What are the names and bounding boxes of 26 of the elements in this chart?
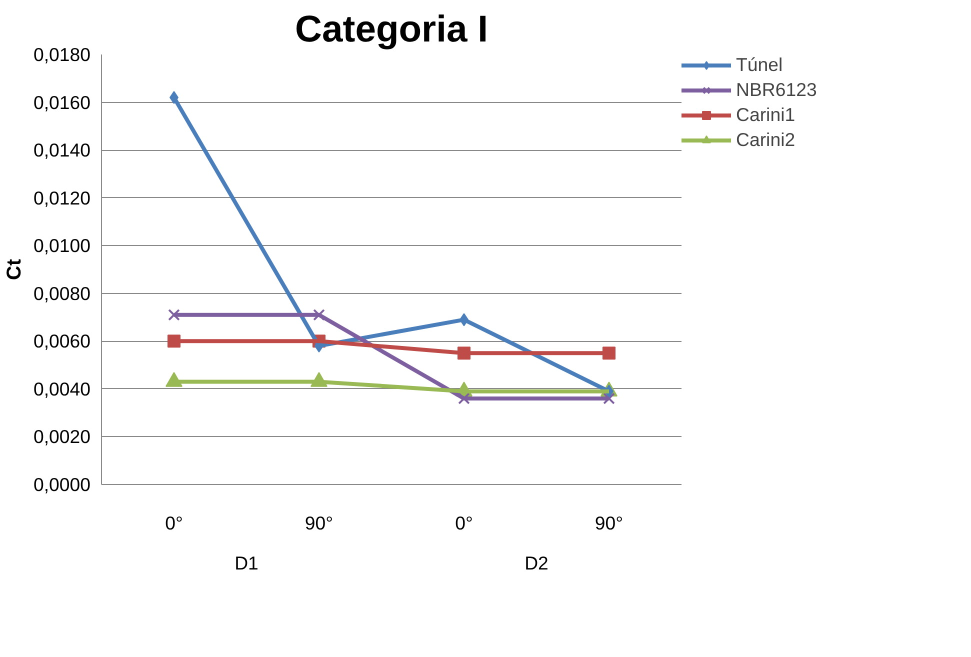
text: D2 bbox=[524, 552, 548, 574]
legend-label: Túnel bbox=[736, 54, 783, 76]
y-tick-label: 0,0180 bbox=[33, 44, 90, 65]
point bbox=[168, 308, 180, 321]
chart-title: Categoria I bbox=[295, 8, 488, 50]
y-tick-label: 0,0080 bbox=[33, 282, 90, 304]
legend-label: Carini2 bbox=[736, 129, 796, 151]
y-axis-title: Ct bbox=[3, 258, 26, 280]
y-tick-label: 0,0160 bbox=[33, 92, 90, 113]
y-tick-label: 0,0120 bbox=[33, 187, 90, 208]
text: D1 bbox=[234, 552, 258, 574]
x-tick-label: 90° bbox=[304, 512, 334, 534]
point bbox=[313, 308, 325, 321]
x-tick-label: 90° bbox=[594, 512, 624, 534]
y-tick-label: 0,0140 bbox=[33, 140, 90, 161]
y-tick-label: 0,0100 bbox=[33, 235, 90, 256]
point bbox=[458, 392, 470, 404]
x-tick-label: 0° bbox=[165, 512, 183, 534]
point bbox=[603, 392, 615, 404]
y-tick-label: 0,0020 bbox=[33, 426, 90, 448]
legend-label: Carini1 bbox=[736, 104, 796, 126]
x-tick-label: 0° bbox=[455, 512, 473, 534]
y-tick-label: 0,0060 bbox=[33, 330, 90, 352]
legend-label: NBR6123 bbox=[736, 79, 817, 101]
y-tick-label: 0,0000 bbox=[33, 474, 90, 495]
y-tick-label: 0,0040 bbox=[33, 378, 90, 400]
